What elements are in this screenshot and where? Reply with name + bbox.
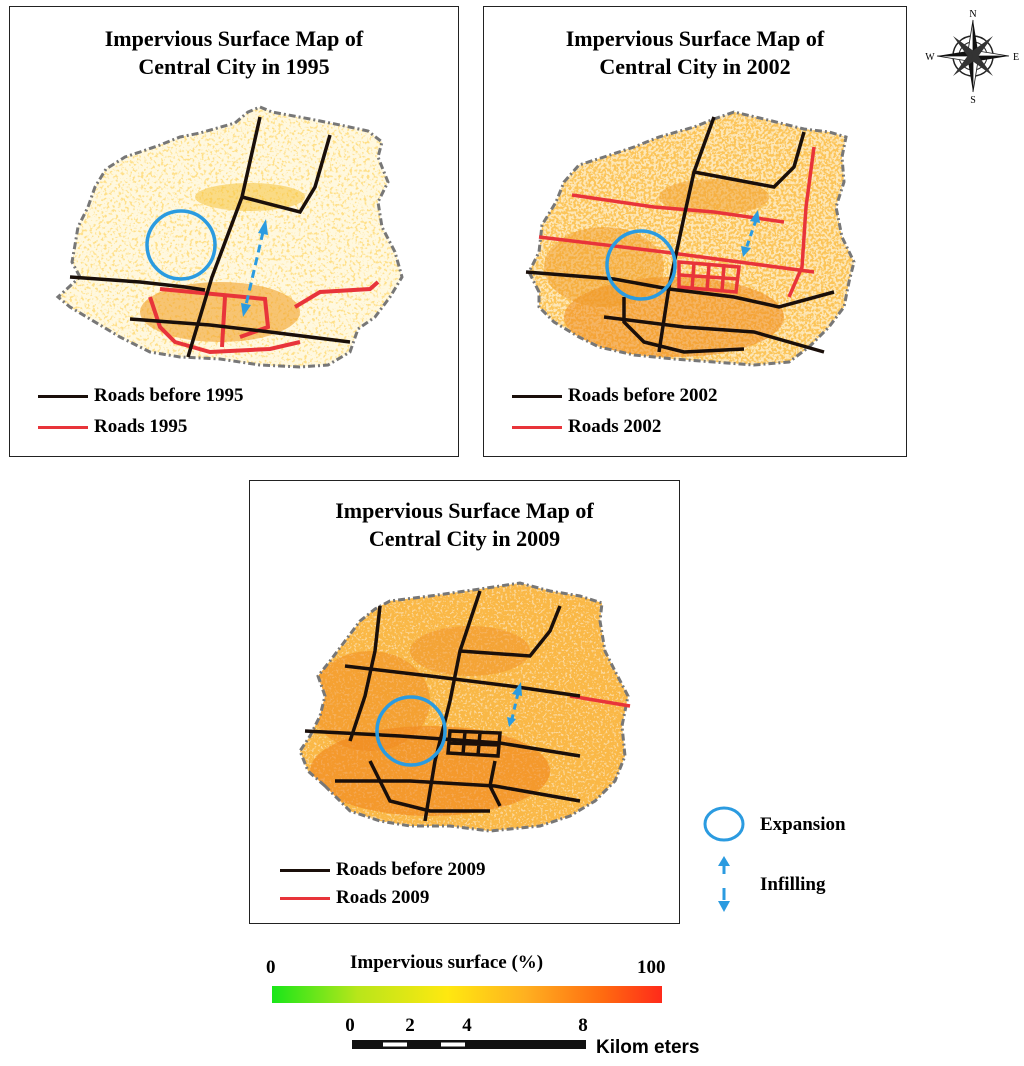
compass-n: N <box>969 9 976 20</box>
legend-swatch-old <box>280 868 330 872</box>
title-line-1: Impervious Surface Map of <box>565 26 825 51</box>
legend-label: Roads before 2009 <box>336 859 486 880</box>
roads-old <box>304 590 581 822</box>
legend-new-roads: Roads 2009 <box>280 887 429 909</box>
title-line-1: Impervious Surface Map of <box>335 498 594 523</box>
infilling-icon <box>718 856 730 912</box>
infilling-arrow <box>241 219 268 317</box>
city-boundary <box>55 105 404 369</box>
scale-segments <box>352 1040 586 1049</box>
map-1995 <box>55 105 404 369</box>
map-2002 <box>525 110 856 367</box>
compass-e: E <box>1013 52 1019 63</box>
legend-swatch-old <box>38 394 88 398</box>
impervious-colorbar <box>272 986 662 1003</box>
infilling-label: Infilling <box>760 874 826 895</box>
scale-tick-4: 4 <box>462 1015 472 1036</box>
legend-swatch-new <box>280 896 330 900</box>
expansion-label: Expansion <box>760 814 846 835</box>
title-line-2: Central City in 1995 <box>138 54 330 79</box>
infilling-arrow <box>507 682 522 727</box>
roads-new <box>538 146 816 298</box>
city-boundary <box>527 110 856 367</box>
scale-unit-label: Kilom eters <box>596 1037 700 1058</box>
legend-new-roads: Roads 1995 <box>38 416 187 438</box>
colorbar-title: Impervious surface (%) <box>350 952 544 973</box>
map-2009 <box>298 581 631 833</box>
compass-s: S <box>970 95 976 104</box>
expansion-marker <box>375 695 447 767</box>
colorbar-max-label: 100 <box>637 957 666 978</box>
legend-old-roads: Roads before 2002 <box>512 385 718 407</box>
legend-new-roads: Roads 2002 <box>512 416 661 438</box>
legend-swatch-new <box>38 425 88 429</box>
legend-label: Roads before 2002 <box>568 385 718 406</box>
title-line-1: Impervious Surface Map of <box>104 26 364 51</box>
expansion-marker <box>145 209 217 281</box>
infilling-arrow <box>741 210 760 257</box>
legend-label: Roads 1995 <box>94 416 188 437</box>
colorbar-min-label: 0 <box>266 957 276 978</box>
city-boundary <box>298 581 630 833</box>
legend-label: Roads 2002 <box>568 416 662 437</box>
legend-swatch-old <box>512 394 562 398</box>
scale-tick-0: 0 <box>345 1015 355 1036</box>
expansion-marker <box>605 229 677 301</box>
legend-label: Roads 2009 <box>336 887 430 908</box>
legend-old-roads: Roads before 1995 <box>38 385 244 407</box>
panel-title: Impervious Surface Map of Central City i… <box>250 497 679 553</box>
key-symbols <box>703 806 745 912</box>
compass-w: W <box>925 52 935 63</box>
title-line-2: Central City in 2002 <box>599 54 791 79</box>
map-panel-2009: Impervious Surface Map of Central City i… <box>249 480 680 924</box>
roads-old <box>525 116 835 354</box>
map-panel-1995: Impervious Surface Map of Central City i… <box>9 6 459 457</box>
map-panel-2002: Impervious Surface Map of Central City i… <box>483 6 907 457</box>
roads-new <box>569 694 631 708</box>
compass-rose-icon: N S E W <box>925 9 1019 104</box>
scale-bar: 0 2 4 8 Kilom eters <box>340 1015 720 1065</box>
scale-tick-8: 8 <box>578 1015 588 1036</box>
panel-title: Impervious Surface Map of Central City i… <box>10 25 458 81</box>
panel-title: Impervious Surface Map of Central City i… <box>484 25 906 81</box>
legend-old-roads: Roads before 2009 <box>280 859 486 881</box>
expansion-icon <box>703 806 745 842</box>
title-line-2: Central City in 2009 <box>368 526 561 551</box>
legend-label: Roads before 1995 <box>94 385 244 406</box>
scale-tick-2: 2 <box>405 1015 415 1036</box>
roads-old <box>69 116 351 358</box>
legend-swatch-new <box>512 425 562 429</box>
